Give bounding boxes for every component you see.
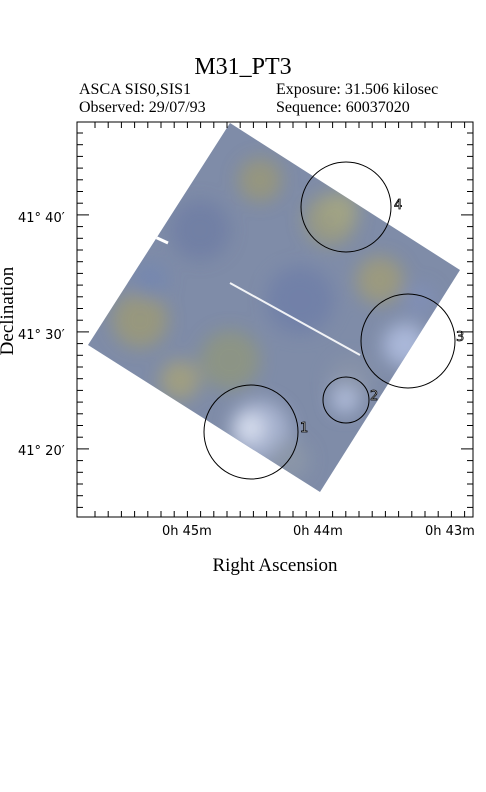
exposure-label: Exposure: 31.506 kilosec xyxy=(276,81,439,98)
y-axis-title: Declination xyxy=(0,266,18,356)
x-tick-label-0h45m: 0h 45m xyxy=(162,524,212,539)
source-label-2: 2 xyxy=(370,389,378,404)
y-tick-label-40: 41° 40′ xyxy=(18,211,65,226)
x-axis-title: Right Ascension xyxy=(212,555,338,576)
plot-frame xyxy=(76,121,474,518)
source-circle-3 xyxy=(360,293,456,389)
sequence-label: Sequence: 60037020 xyxy=(276,99,410,116)
y-tick-label-20: 41° 20′ xyxy=(18,444,65,459)
source-label-3: 3 xyxy=(456,330,464,345)
y-tick-label-30: 41° 30′ xyxy=(18,328,65,343)
source-circle-1 xyxy=(203,384,299,480)
exposure-info: Exposure: 31.506 kilosec Sequence: 60037… xyxy=(276,81,438,117)
axis-ticks xyxy=(77,122,473,517)
source-label-1: 1 xyxy=(300,421,308,436)
source-circle-2 xyxy=(322,376,370,424)
image-texture xyxy=(112,158,436,480)
xray-image xyxy=(88,123,460,492)
image-title: M31_PT3 xyxy=(194,54,292,80)
source-label-4: 4 xyxy=(394,198,402,213)
source-regions: 1 2 3 4 xyxy=(203,161,465,480)
source-circle-4 xyxy=(300,161,392,253)
x-tick-labels: 0h 45m 0h 44m 0h 43m xyxy=(162,524,475,539)
instrument-label: ASCA SIS0,SIS1 xyxy=(79,81,192,98)
x-tick-label-0h43m: 0h 43m xyxy=(425,524,475,539)
y-tick-labels: 41° 40′ 41° 30′ 41° 20′ xyxy=(18,211,65,459)
observed-date: Observed: 29/07/93 xyxy=(79,99,206,116)
observation-info: ASCA SIS0,SIS1 Observed: 29/07/93 xyxy=(79,81,206,117)
x-tick-label-0h44m: 0h 44m xyxy=(293,524,343,539)
